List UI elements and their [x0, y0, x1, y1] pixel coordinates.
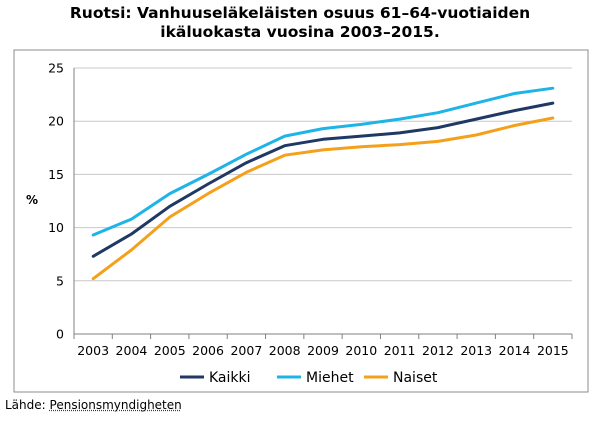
- y-tick-label: 20: [48, 114, 64, 129]
- x-tick-label: 2014: [499, 343, 531, 358]
- x-axis-ticks: 2003 2004 2005 2006 2007 2008 2009 2010 2011 2012…: [73, 334, 573, 358]
- series-lines: [91, 86, 555, 281]
- source-note: Lähde: Pensionsmyndigheten: [5, 398, 182, 412]
- legend-label: Naiset: [393, 370, 438, 386]
- y-axis-ticks: 0 5 10 15 20 25: [48, 61, 64, 342]
- series-line-kaikki: [91, 101, 555, 258]
- y-tick-label: 25: [48, 61, 64, 76]
- x-tick-label: 2003: [77, 343, 109, 358]
- chart-title-line-1: Ruotsi: Vanhuuseläkeläisten osuus 61–64-…: [69, 4, 531, 22]
- x-tick-label: 2006: [192, 343, 224, 358]
- y-axis-label: %: [26, 193, 38, 207]
- x-tick-label: 2015: [537, 343, 569, 358]
- series-line-miehet: [91, 86, 555, 237]
- x-tick-label: 2012: [422, 343, 454, 358]
- chart-title: Ruotsi: Vanhuuseläkeläisten osuus 61–64-…: [0, 4, 600, 42]
- x-tick-label: 2004: [116, 343, 148, 358]
- y-tick-label: 5: [56, 273, 64, 288]
- y-tick-label: 15: [48, 167, 64, 182]
- legend: Kaikki Miehet Naiset: [180, 370, 438, 386]
- x-tick-label: 2009: [307, 343, 339, 358]
- chart-border: [13, 49, 589, 393]
- legend-label: Miehet: [306, 370, 354, 386]
- x-tick-label: 2013: [460, 343, 492, 358]
- legend-label: Kaikki: [209, 370, 251, 386]
- x-tick-label: 2007: [230, 343, 262, 358]
- y-tick-label: 10: [48, 220, 64, 235]
- x-tick-label: 2005: [154, 343, 186, 358]
- source-name: Pensionsmyndigheten: [49, 398, 182, 412]
- source-label: Lähde:: [5, 398, 46, 412]
- x-tick-label: 2010: [345, 343, 377, 358]
- chart-title-line-2: ikäluokasta vuosina 2003–2015.: [160, 23, 440, 41]
- gridlines: [73, 67, 572, 335]
- x-tick-label: 2011: [384, 343, 416, 358]
- series-line-naiset: [91, 116, 555, 281]
- y-tick-label: 0: [56, 327, 64, 342]
- x-tick-label: 2008: [269, 343, 301, 358]
- plot-area: [13, 49, 589, 393]
